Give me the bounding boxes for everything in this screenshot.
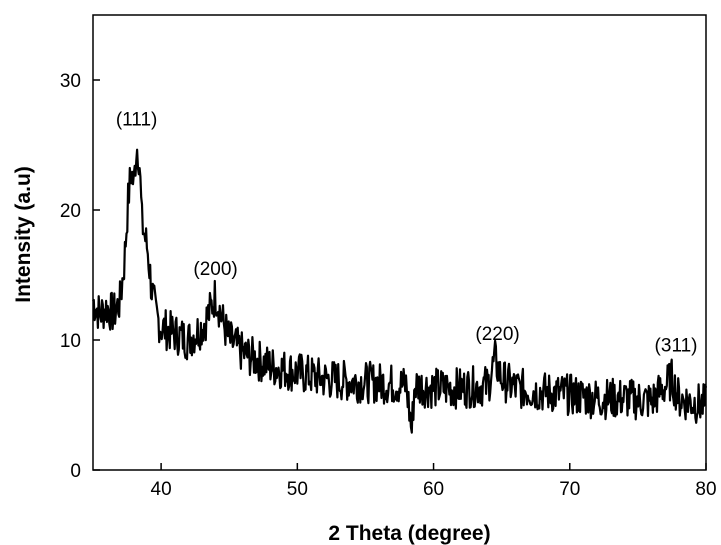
y-tick-label: 10 — [60, 331, 81, 352]
x-tick-label: 40 — [151, 479, 172, 500]
y-tick-label: 30 — [60, 71, 81, 92]
peak-label: (111) — [116, 110, 158, 131]
x-axis-title: 2 Theta (degree) — [328, 522, 490, 545]
x-tick-label: 70 — [559, 479, 580, 500]
y-tick-label: 0 — [70, 461, 81, 482]
plot-area — [92, 14, 707, 471]
x-tick-label: 60 — [423, 479, 444, 500]
x-tick-label: 80 — [695, 479, 716, 500]
data-layer — [92, 148, 708, 434]
y-tick-label: 20 — [60, 201, 81, 222]
peak-label: (220) — [475, 324, 519, 345]
peak-label: (311) — [655, 336, 698, 357]
series-line-0 — [92, 148, 708, 434]
tick-layer: 40 50 60 70 80 0 10 20 30 — [60, 71, 717, 500]
x-tick-label: 50 — [287, 479, 308, 500]
plot-frame — [92, 14, 707, 471]
peak-label: (200) — [193, 259, 237, 280]
annotation-layer: (111) (200) (220) (311) — [116, 110, 698, 357]
y-axis-title: Intensity (a.u) — [12, 166, 35, 303]
